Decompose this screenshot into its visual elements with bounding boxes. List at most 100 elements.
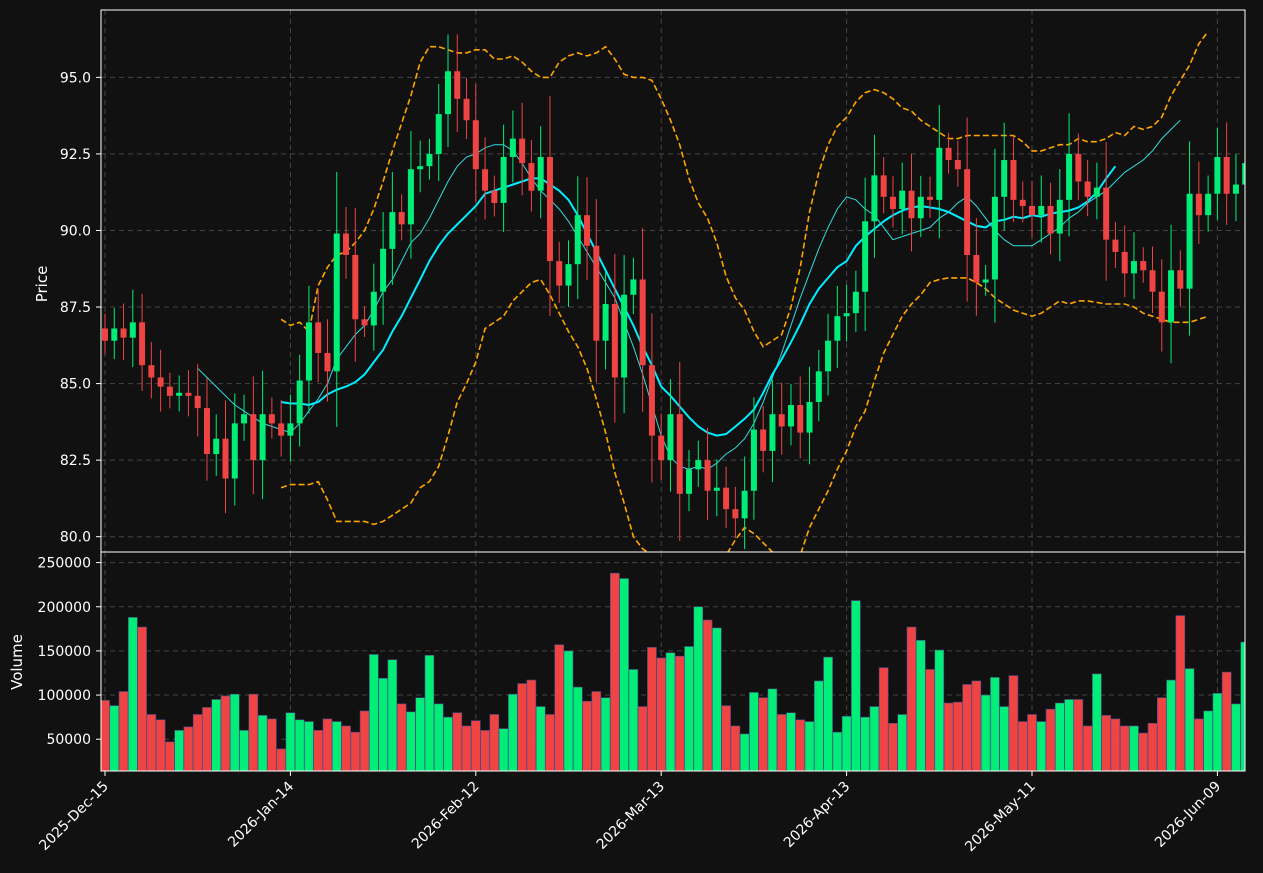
- volume-axis-label: Volume: [8, 634, 26, 690]
- candle-body: [713, 487, 720, 491]
- candle-body: [584, 215, 591, 246]
- volume-bar: [813, 680, 824, 771]
- volume-panel-frame: [100, 551, 1246, 772]
- candle-body: [426, 153, 433, 167]
- candle-body: [880, 175, 887, 197]
- volume-bar: [897, 714, 908, 771]
- candle-body: [1038, 205, 1045, 216]
- volume-bar: [767, 688, 778, 771]
- volume-bar: [294, 719, 305, 771]
- candle-body: [1232, 184, 1239, 194]
- volume-bar: [684, 646, 694, 771]
- candle-body: [380, 248, 387, 292]
- candle-body: [213, 438, 220, 455]
- volume-bar: [878, 667, 889, 771]
- candle-body: [945, 147, 952, 161]
- candle-body: [964, 169, 971, 255]
- candle-body: [991, 196, 998, 280]
- volume-bar: [1212, 692, 1223, 771]
- volume-bar: [1027, 714, 1037, 771]
- volume-bar: [183, 726, 194, 771]
- volume-bar: [535, 706, 546, 771]
- candle-body: [454, 71, 461, 99]
- volume-bar: [443, 716, 453, 771]
- volume-bar: [888, 723, 898, 771]
- volume-bar: [591, 691, 602, 771]
- volume-bar: [953, 701, 963, 771]
- candle-body: [389, 212, 396, 249]
- volume-bar: [749, 692, 759, 771]
- candle-body: [139, 322, 146, 366]
- candle-body: [398, 212, 405, 225]
- volume-bar: [980, 694, 991, 771]
- volume-bar: [1101, 715, 1111, 771]
- volume-y-ticks: 50000 100000 150000 200000 250000: [38, 556, 101, 748]
- volume-bar: [128, 617, 138, 771]
- candle-body: [667, 414, 674, 461]
- candle-body: [908, 190, 915, 219]
- candle-body: [482, 169, 489, 191]
- volume-bar: [1203, 710, 1213, 771]
- candle-body: [435, 114, 442, 154]
- price-tick-label: 87.5: [60, 300, 91, 316]
- candle-body: [1084, 181, 1091, 197]
- volume-bar: [934, 649, 945, 771]
- price-tick-label: 92.5: [60, 147, 91, 163]
- volume-bar: [869, 706, 880, 771]
- volume-bar: [174, 730, 184, 771]
- candle-body: [546, 156, 553, 262]
- volume-bar: [1129, 725, 1139, 771]
- price-tick-label: 82.5: [60, 453, 91, 469]
- volume-bar: [1184, 668, 1195, 771]
- candle-body: [537, 156, 544, 191]
- volume-bar: [406, 711, 416, 771]
- candle-body: [723, 487, 730, 510]
- volume-bar: [276, 748, 286, 771]
- candle-body: [472, 120, 479, 170]
- volume-bar: [962, 684, 972, 771]
- candle-body: [259, 414, 266, 461]
- volume-bar: [786, 712, 796, 771]
- candle-body: [1121, 251, 1128, 274]
- volume-bar: [851, 600, 861, 771]
- volume-bar: [1156, 697, 1167, 771]
- bollinger-upper-line: [280, 30, 1209, 348]
- candle-body: [825, 340, 832, 372]
- candle-body: [806, 401, 813, 433]
- candle-body: [556, 261, 563, 286]
- volume-bar: [841, 715, 852, 771]
- candle-body: [1158, 291, 1165, 323]
- volume-bar: [517, 683, 527, 771]
- volume-bar: [739, 733, 750, 771]
- candle-body: [1195, 193, 1202, 216]
- candle-body: [361, 319, 368, 326]
- candle-body: [686, 469, 693, 494]
- volume-bar: [239, 730, 249, 771]
- volume-bar: [1017, 721, 1028, 771]
- volume-bar: [1231, 703, 1241, 771]
- volume-bar: [721, 705, 731, 771]
- candle-body: [862, 221, 869, 292]
- candle-body: [1177, 270, 1184, 289]
- volume-bar: [971, 680, 982, 771]
- candle-body: [778, 414, 785, 427]
- candle-body: [769, 414, 776, 451]
- candle-body: [1019, 199, 1026, 206]
- volume-bar: [554, 644, 565, 771]
- volume-bar: [387, 659, 398, 771]
- candle-body: [1168, 270, 1175, 323]
- volume-bar: [647, 647, 657, 771]
- volume-bar: [572, 686, 583, 771]
- volume-bar: [1119, 725, 1130, 771]
- candle-body: [519, 138, 526, 164]
- volume-bar: [526, 679, 537, 771]
- candle-body: [630, 279, 637, 295]
- volume-bar: [1073, 699, 1084, 771]
- candle-body: [1103, 187, 1110, 240]
- candle-body: [268, 414, 275, 424]
- volume-bar: [452, 712, 463, 771]
- candle-body: [1075, 153, 1082, 182]
- volume-bar: [498, 728, 509, 771]
- candle-body: [129, 322, 136, 338]
